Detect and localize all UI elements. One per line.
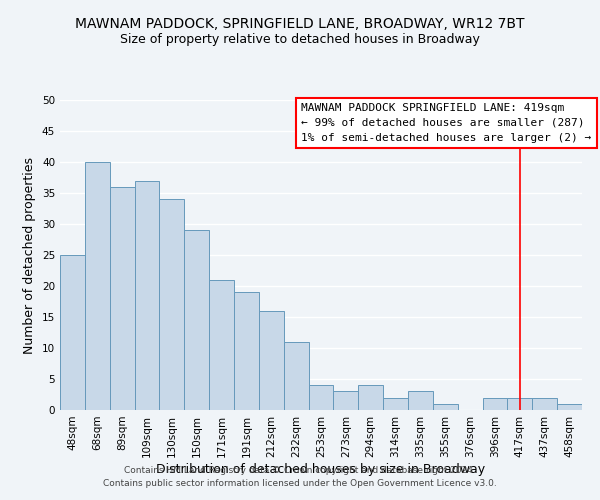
Bar <box>532 398 557 410</box>
Bar <box>408 392 433 410</box>
Bar <box>60 255 85 410</box>
Text: MAWNAM PADDOCK, SPRINGFIELD LANE, BROADWAY, WR12 7BT: MAWNAM PADDOCK, SPRINGFIELD LANE, BROADW… <box>75 18 525 32</box>
Y-axis label: Number of detached properties: Number of detached properties <box>23 156 37 354</box>
Text: Contains HM Land Registry data © Crown copyright and database right 2024.
Contai: Contains HM Land Registry data © Crown c… <box>103 466 497 487</box>
Bar <box>85 162 110 410</box>
Bar <box>358 385 383 410</box>
Text: MAWNAM PADDOCK SPRINGFIELD LANE: 419sqm
← 99% of detached houses are smaller (28: MAWNAM PADDOCK SPRINGFIELD LANE: 419sqm … <box>301 103 592 142</box>
Bar <box>259 311 284 410</box>
Bar <box>557 404 582 410</box>
Bar <box>284 342 308 410</box>
Bar <box>383 398 408 410</box>
Bar <box>134 180 160 410</box>
Bar <box>508 398 532 410</box>
Bar <box>433 404 458 410</box>
Bar <box>160 199 184 410</box>
Bar <box>209 280 234 410</box>
Bar <box>308 385 334 410</box>
Bar <box>184 230 209 410</box>
Text: Size of property relative to detached houses in Broadway: Size of property relative to detached ho… <box>120 32 480 46</box>
Bar <box>110 187 134 410</box>
Bar <box>334 392 358 410</box>
Bar <box>234 292 259 410</box>
Bar <box>482 398 508 410</box>
X-axis label: Distribution of detached houses by size in Broadway: Distribution of detached houses by size … <box>157 462 485 475</box>
